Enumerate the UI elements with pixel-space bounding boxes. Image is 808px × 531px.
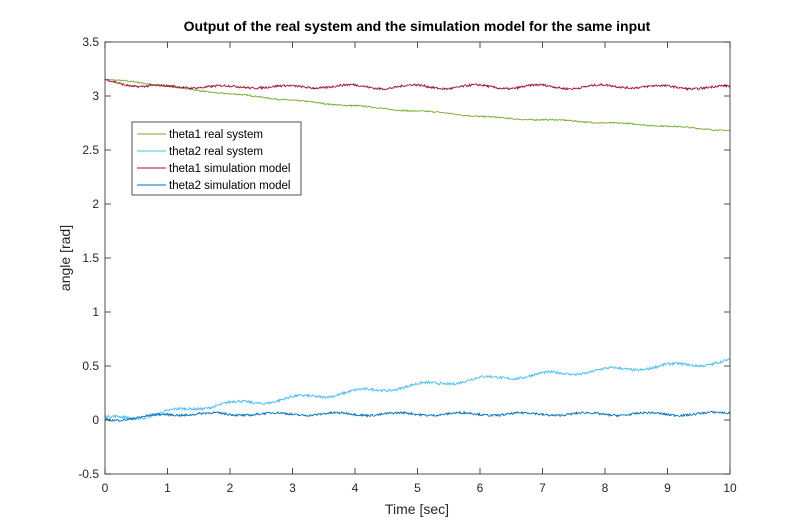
x-tick-label: 9 [664, 481, 671, 495]
legend-entry-label: theta2 real system [169, 146, 263, 158]
x-tick-label: 1 [164, 481, 171, 495]
x-tick-label: 10 [723, 481, 737, 495]
y-tick-label: -0.5 [78, 467, 99, 481]
x-tick-label: 7 [539, 481, 546, 495]
series-layer [104, 78, 731, 423]
series-line-theta1-real-system [104, 78, 731, 132]
y-tick-label: 1.5 [82, 251, 99, 265]
x-axis-label: Time [sec] [385, 501, 449, 517]
series-line-theta1-simulation-model [104, 78, 731, 91]
legend-entry-label: theta2 simulation model [169, 180, 290, 192]
x-tick-label: 6 [477, 481, 484, 495]
y-tick-label: 1 [92, 305, 99, 319]
chart-title: Output of the real system and the simula… [184, 18, 651, 34]
y-tick-label: 2 [92, 197, 99, 211]
y-tick-label: 3.5 [82, 35, 99, 49]
x-tick-label: 0 [102, 481, 109, 495]
x-tick-label: 5 [414, 481, 421, 495]
x-tick-label: 8 [602, 481, 609, 495]
legend: theta1 real system theta2 real system thet… [131, 121, 302, 196]
legend-entry-label: theta1 simulation model [169, 163, 290, 175]
y-axis-label: angle [rad] [57, 225, 73, 291]
axes-layer: 0 1 2 3 4 5 6 7 8 9 10-0.500.511.522.533.5 [78, 35, 737, 495]
series-line-theta2-simulation-model [104, 410, 731, 423]
x-tick-label: 4 [352, 481, 359, 495]
y-tick-label: 2.5 [82, 143, 99, 157]
y-tick-label: 3 [92, 89, 99, 103]
legend-entry-label: theta1 real system [169, 129, 263, 141]
x-tick-label: 2 [227, 481, 234, 495]
plot-area [105, 42, 730, 474]
y-tick-label: 0 [92, 413, 99, 427]
y-tick-label: 0.5 [82, 359, 99, 373]
series-line-theta2-real-system [104, 358, 731, 421]
x-tick-label: 3 [289, 481, 296, 495]
